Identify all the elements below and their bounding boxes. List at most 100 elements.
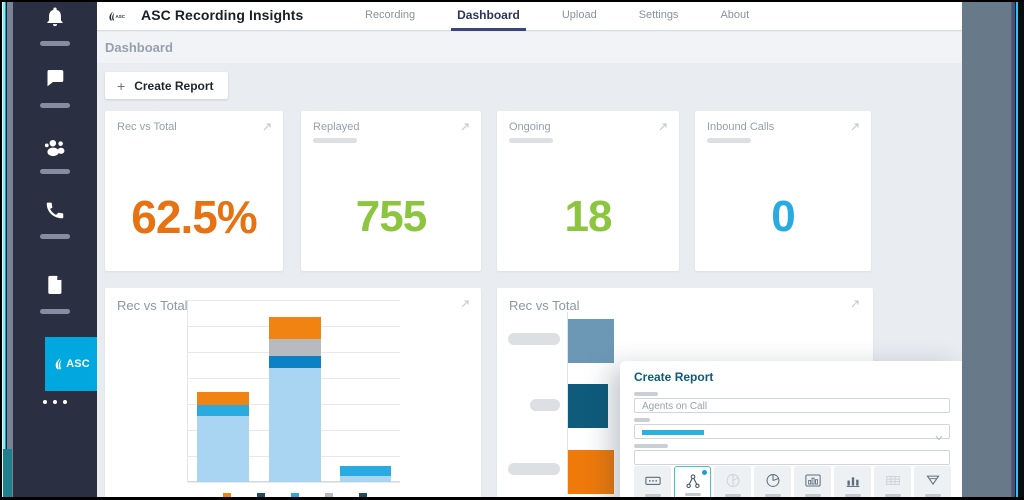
legend-swatch: [325, 493, 333, 497]
frame-bottom-edge: [0, 497, 1024, 500]
chat-icon[interactable]: [13, 66, 97, 90]
field-label-pill: [634, 418, 650, 422]
stat-card-inbound-calls: Inbound Calls 0: [695, 111, 871, 271]
sidebar-label-pill: [40, 103, 70, 108]
sidebar-label-pill: [40, 309, 70, 314]
field-label-pill: [634, 392, 658, 396]
hbar-category-label-pill: [508, 463, 560, 475]
report-name-input[interactable]: Agents on Call: [634, 398, 950, 413]
stat-card-title: Rec vs Total: [117, 121, 177, 133]
bar-segment-light-blue: [269, 368, 321, 482]
nav-tab-recording[interactable]: Recording: [365, 9, 416, 21]
hbar-bar: [568, 450, 614, 494]
hbar-bar: [568, 319, 614, 363]
visualization-type-tiles: [634, 466, 951, 497]
legend-swatch: [257, 493, 265, 497]
report-description-input[interactable]: [634, 450, 950, 465]
expand-icon[interactable]: [849, 297, 861, 309]
create-report-button[interactable]: + Create Report: [105, 72, 228, 99]
stat-card-value: 18: [564, 192, 613, 241]
stat-card-title: Ongoing: [509, 121, 551, 133]
file-icon[interactable]: [13, 273, 97, 297]
viz-tile-pie[interactable]: [754, 466, 791, 497]
frame-left-teal-segment: [3, 449, 12, 497]
stat-card-title: Replayed: [313, 121, 360, 133]
viz-tile-card-ellipsis[interactable]: [634, 466, 671, 497]
nav-tab-dashboard[interactable]: Dashboard: [451, 2, 526, 31]
selected-value-bar: [642, 430, 704, 435]
tile-label-pill: [844, 494, 861, 497]
legend-swatch: [359, 493, 367, 497]
people-icon[interactable]: [13, 135, 97, 161]
stat-card-value: 0: [771, 192, 795, 241]
expand-icon[interactable]: [459, 120, 471, 132]
stat-card-value: 755: [355, 192, 427, 241]
gridline: [188, 482, 400, 483]
chevron-down-icon: [935, 428, 943, 446]
sidebar-label-pill: [40, 234, 70, 239]
gridline: [188, 300, 400, 301]
viz-tile-share-nodes[interactable]: [674, 466, 711, 497]
top-navigation-bar: ASC ASC Recording Insights Recording Dash…: [97, 2, 962, 31]
stat-card-rec-vs-total: Rec vs Total 62.5%: [105, 111, 283, 271]
viz-tile-framed-bars[interactable]: [794, 466, 831, 497]
hbar-axis: [567, 312, 568, 494]
nav-tab-about[interactable]: About: [720, 9, 750, 21]
hbar-bar: [568, 384, 608, 428]
tile-label-pill: [644, 494, 661, 497]
page-heading-strip: Dashboard: [97, 32, 962, 63]
tile-label-pill: [724, 494, 741, 497]
plus-icon: +: [117, 77, 126, 94]
more-apps-button[interactable]: [13, 400, 97, 404]
svg-text:ASC: ASC: [116, 14, 125, 19]
stat-card-ongoing: Ongoing 18: [497, 111, 679, 271]
app-title: ASC Recording Insights: [141, 7, 304, 23]
phone-icon[interactable]: [13, 199, 97, 221]
create-report-label: Create Report: [134, 78, 214, 93]
expand-icon[interactable]: [261, 120, 273, 132]
hbar-category-label-pill: [508, 333, 560, 345]
stat-card-subtitle-pill: [509, 138, 553, 143]
bar-segment-gray: [269, 339, 321, 356]
viz-tile-half-pie[interactable]: [714, 466, 751, 497]
expand-icon[interactable]: [459, 297, 471, 309]
viz-tile-funnel[interactable]: [914, 466, 951, 497]
nav-tab-upload[interactable]: Upload: [561, 9, 597, 21]
bar-segment-orange: [269, 317, 321, 339]
bar-segment-cyan: [340, 466, 391, 476]
viz-tile-table[interactable]: [874, 466, 911, 497]
asc-app-tile[interactable]: ASC: [45, 337, 97, 391]
report-name-value: Agents on Call: [642, 401, 708, 412]
stat-card-value: 62.5%: [131, 191, 257, 243]
bell-icon[interactable]: [13, 6, 97, 28]
viz-tile-bar-chart[interactable]: [834, 466, 871, 497]
report-type-select[interactable]: [634, 424, 950, 441]
nav-tab-settings[interactable]: Settings: [638, 9, 679, 21]
chart-legend: [223, 493, 367, 497]
bar-segment-orange: [197, 392, 249, 405]
chart-title: Rec vs Total: [117, 298, 188, 313]
sidebar-label-pill: [40, 169, 70, 174]
modal-title: Create Report: [634, 370, 714, 384]
rec-vs-total-stacked-card: Rec vs Total: [105, 288, 481, 497]
frame-top-edge: [0, 0, 1024, 2]
tile-label-pill: [684, 493, 701, 496]
main-area: ASC ASC Recording Insights Recording Dash…: [97, 2, 962, 497]
legend-swatch: [223, 493, 231, 497]
tile-label-pill: [884, 494, 901, 497]
field-label-pill: [634, 444, 668, 448]
expand-icon[interactable]: [657, 120, 669, 132]
create-report-modal: Create Report Agents on Call: [620, 361, 962, 497]
stat-card-subtitle-pill: [313, 138, 357, 143]
frame-left-stripes: [0, 0, 13, 500]
tile-label-pill: [804, 494, 821, 497]
chart-title: Rec vs Total: [509, 298, 580, 313]
legend-swatch: [291, 493, 299, 497]
expand-icon[interactable]: [849, 120, 861, 132]
dashboard-content: + Create Report Rec vs Total 62.5% Replaye…: [97, 63, 962, 497]
bar-segment-cyan: [197, 405, 249, 416]
stat-card-subtitle-pill: [707, 138, 751, 143]
tile-label-pill: [764, 494, 781, 497]
asc-tile-label: ASC: [66, 358, 90, 370]
